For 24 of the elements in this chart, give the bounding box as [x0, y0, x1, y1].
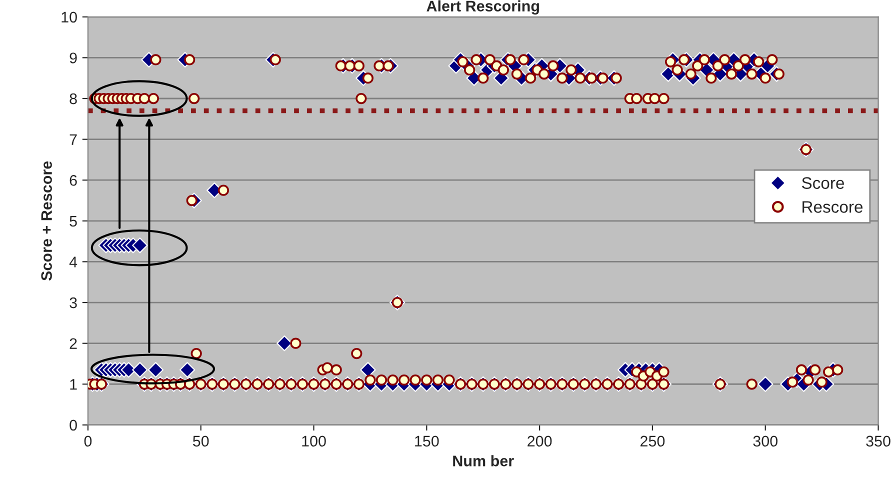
x-tick-label: 200 — [528, 436, 552, 447]
y-tick-label: 8 — [70, 93, 77, 104]
legend-label: Rescore — [802, 201, 863, 213]
y-tick-label: 10 — [62, 12, 77, 23]
y-tick-label: 9 — [70, 52, 77, 64]
y-tick-label: 0 — [70, 420, 77, 431]
y-tick-label: 2 — [70, 338, 77, 349]
y-axis-title: Score + Rescore — [41, 161, 52, 281]
x-tick-label: 350 — [866, 436, 890, 447]
y-tick-label: 1 — [70, 379, 77, 390]
x-tick-label: 250 — [640, 436, 665, 447]
x-tick-label: 150 — [415, 436, 439, 447]
chart-title: Alert Rescoring — [426, 0, 539, 15]
legend-label: Score — [802, 177, 844, 189]
y-tick-label: 6 — [70, 174, 77, 186]
x-axis-title: Num ber — [453, 455, 514, 466]
x-tick-label: 300 — [753, 436, 778, 447]
y-tick-label: 3 — [70, 297, 77, 308]
x-tick-label: 100 — [302, 436, 326, 447]
y-tick-label: 7 — [70, 134, 77, 145]
x-tick-label: 0 — [84, 436, 92, 447]
x-tick-label: 50 — [192, 436, 209, 447]
y-tick-label: 4 — [69, 256, 78, 268]
y-tick-label: 5 — [70, 216, 77, 227]
